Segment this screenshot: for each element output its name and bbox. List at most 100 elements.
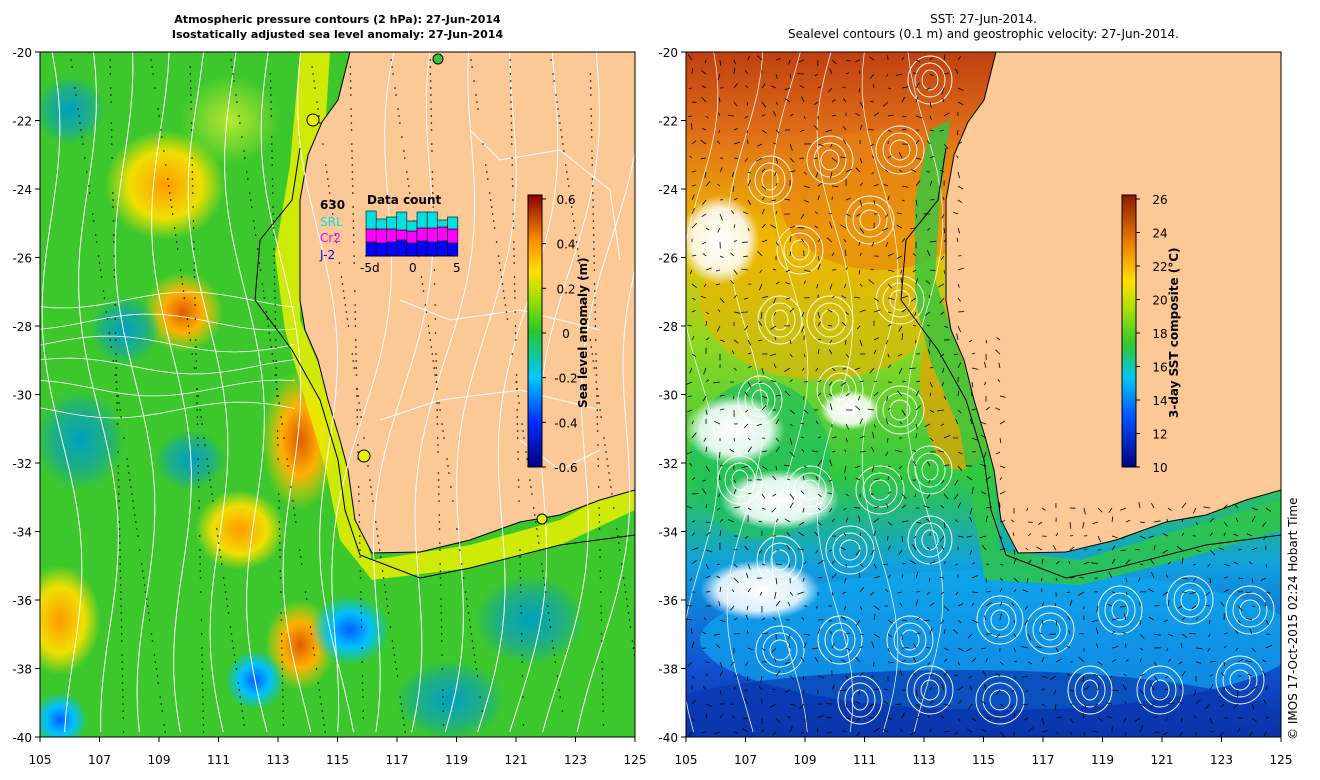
track-dot xyxy=(600,633,603,635)
velocity-arrow xyxy=(971,657,977,663)
velocity-arrow xyxy=(1153,633,1161,636)
velocity-arrow xyxy=(873,309,881,313)
velocity-arrow xyxy=(1251,507,1259,511)
velocity-arrow xyxy=(687,395,693,397)
track-dot xyxy=(150,59,152,61)
velocity-arrow xyxy=(1026,577,1029,584)
velocity-arrow xyxy=(815,605,819,609)
track-dot xyxy=(224,591,227,593)
velocity-arrow xyxy=(1139,689,1145,695)
velocity-arrow xyxy=(928,577,931,582)
velocity-arrow xyxy=(705,521,711,523)
track-dot xyxy=(617,542,620,544)
velocity-arrow xyxy=(747,171,751,174)
pressure-contour xyxy=(41,52,83,733)
lat-tick-label: -32 xyxy=(658,457,678,471)
track-dot xyxy=(521,423,523,425)
track-dot xyxy=(120,416,122,418)
track-dot xyxy=(232,647,235,649)
velocity-arrow xyxy=(687,731,693,737)
velocity-arrow xyxy=(969,685,973,691)
velocity-arrow xyxy=(971,602,975,607)
velocity-arrow xyxy=(756,423,763,427)
velocity-arrow xyxy=(871,155,875,159)
velocity-arrow xyxy=(971,367,979,370)
track-dot xyxy=(547,612,550,614)
velocity-arrow xyxy=(733,197,738,201)
velocity-arrow xyxy=(1192,563,1197,566)
sealevel-contour xyxy=(889,289,911,311)
velocity-arrow xyxy=(1123,613,1127,621)
velocity-arrow xyxy=(985,602,992,607)
velocity-arrow xyxy=(910,731,917,736)
velocity-arrow xyxy=(1193,577,1197,582)
velocity-arrow xyxy=(915,405,922,411)
inset-bar-segment xyxy=(375,228,387,244)
velocity-arrow xyxy=(1237,605,1243,612)
velocity-arrow xyxy=(887,253,894,257)
track-dot xyxy=(134,514,136,516)
sealevel-contour xyxy=(824,622,856,658)
velocity-arrow xyxy=(957,171,960,179)
inset-bar-segment xyxy=(396,229,408,241)
velocity-arrow xyxy=(886,503,889,509)
track-dot xyxy=(343,297,346,299)
velocity-arrow xyxy=(882,101,889,107)
track-dot xyxy=(191,171,194,173)
track-dot xyxy=(351,185,354,187)
track-dot xyxy=(500,276,503,278)
lat-tick-label: -26 xyxy=(12,252,32,266)
track-dot xyxy=(358,402,360,404)
track-dot xyxy=(115,360,117,362)
velocity-arrow xyxy=(897,390,903,397)
velocity-arrow xyxy=(719,255,724,258)
track-dot xyxy=(361,647,363,649)
velocity-arrow xyxy=(784,661,791,665)
velocity-arrow xyxy=(1122,684,1127,691)
velocity-arrow xyxy=(1209,661,1217,663)
velocity-arrow xyxy=(715,644,721,649)
velocity-arrow xyxy=(1011,519,1015,523)
velocity-arrow xyxy=(1026,507,1029,512)
island-marker xyxy=(306,113,320,127)
track-dot xyxy=(110,129,113,131)
track-dot xyxy=(517,479,520,481)
track-dot xyxy=(597,444,599,446)
track-dot xyxy=(509,87,512,89)
velocity-arrow xyxy=(817,380,822,383)
track-dot xyxy=(519,570,522,572)
track-dot xyxy=(316,101,318,103)
velocity-arrow xyxy=(883,183,889,187)
velocity-arrow xyxy=(800,436,805,439)
velocity-arrow xyxy=(999,547,1006,551)
sealevel-contour xyxy=(755,625,805,675)
track-dot xyxy=(195,346,197,348)
velocity-arrow xyxy=(1027,661,1033,665)
track-dot xyxy=(596,409,598,411)
velocity-arrow xyxy=(901,535,903,542)
velocity-arrow xyxy=(1035,646,1043,649)
track-dot xyxy=(437,472,440,474)
track-dot xyxy=(358,500,360,502)
track-dot xyxy=(335,241,338,243)
track-dot xyxy=(385,598,388,600)
velocity-arrow xyxy=(843,238,847,243)
velocity-arrow xyxy=(719,297,725,303)
velocity-arrow xyxy=(727,519,735,523)
track-dot xyxy=(317,108,319,110)
velocity-arrow xyxy=(1041,730,1049,733)
track-dot xyxy=(438,493,440,495)
velocity-arrow xyxy=(1055,560,1060,565)
track-dot xyxy=(517,395,519,397)
colorbar-tick-label: 26 xyxy=(1152,193,1167,207)
velocity-arrow xyxy=(873,563,877,569)
velocity-arrow xyxy=(1251,717,1257,723)
lon-tick-label: 111 xyxy=(207,753,230,767)
velocity-arrow xyxy=(798,531,805,537)
track-dot xyxy=(431,143,433,145)
velocity-arrow xyxy=(969,507,973,515)
track-dot xyxy=(435,381,438,383)
track-dot xyxy=(431,185,434,187)
velocity-arrow xyxy=(1024,619,1029,625)
track-dot xyxy=(328,185,330,187)
